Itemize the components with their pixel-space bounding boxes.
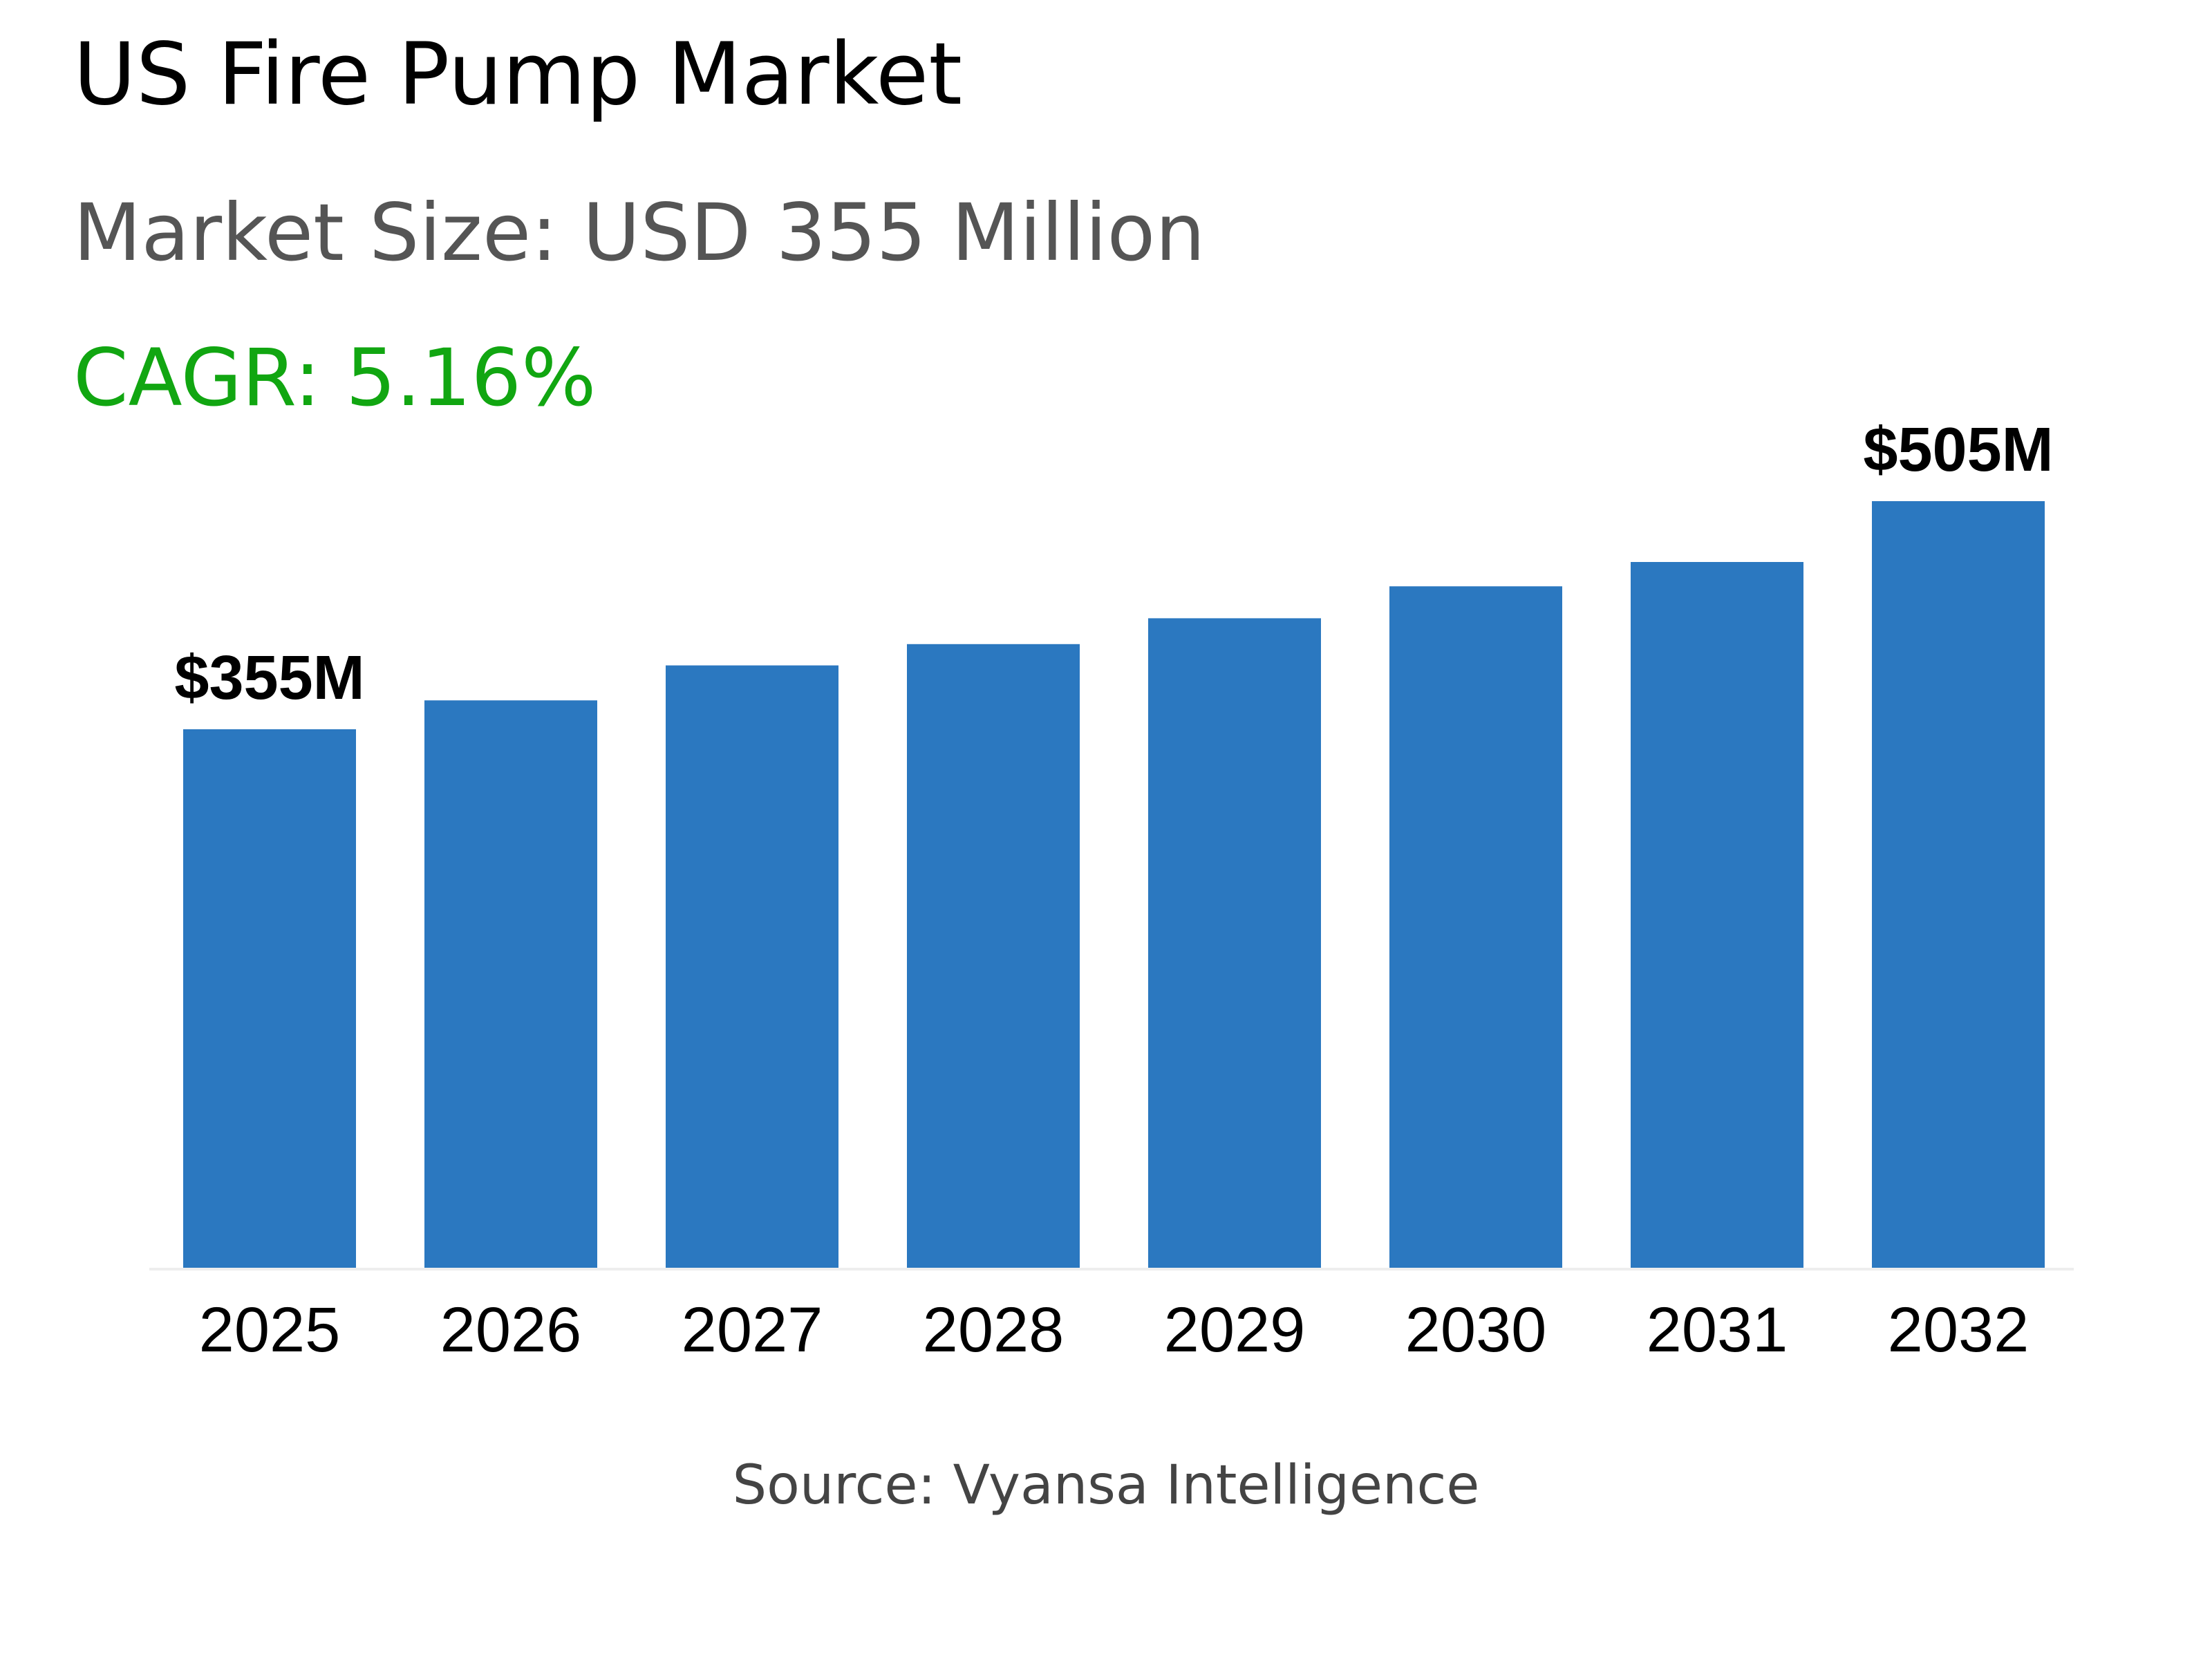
bar-2027 bbox=[666, 665, 838, 1269]
x-tick-label-2032: 2032 bbox=[1888, 1295, 2030, 1365]
data-label-2032: $505M bbox=[1863, 415, 2053, 485]
source-note: Source: Vyansa Intelligence bbox=[732, 1454, 1480, 1517]
bar-2026 bbox=[424, 700, 597, 1269]
x-tick-label-2028: 2028 bbox=[923, 1295, 1065, 1365]
bar-2030 bbox=[1389, 586, 1562, 1269]
x-tick-label-2030: 2030 bbox=[1405, 1295, 1547, 1365]
x-tick-label-2031: 2031 bbox=[1647, 1295, 1788, 1365]
cagr-label: CAGR: 5.16% bbox=[73, 332, 597, 424]
market-size-subtitle: Market Size: USD 355 Million bbox=[73, 187, 1206, 279]
x-tick-label-2025: 2025 bbox=[199, 1295, 341, 1365]
bar-2029 bbox=[1148, 618, 1321, 1269]
bar-2025 bbox=[183, 729, 356, 1269]
x-tick-label-2026: 2026 bbox=[440, 1295, 582, 1365]
bar-2028 bbox=[907, 644, 1080, 1269]
x-tick-label-2027: 2027 bbox=[682, 1295, 823, 1365]
page-title: US Fire Pump Market bbox=[73, 25, 962, 124]
bar-2031 bbox=[1631, 562, 1803, 1269]
bar-2032 bbox=[1872, 501, 2045, 1269]
data-label-2025: $355M bbox=[174, 644, 364, 713]
x-axis-ticks: 2025 2026 2027 2028 2029 2030 2031 2032 bbox=[199, 1295, 2030, 1365]
bars-group bbox=[183, 501, 2045, 1269]
data-labels: $355M $505M bbox=[174, 415, 2053, 713]
x-tick-label-2029: 2029 bbox=[1164, 1295, 1306, 1365]
